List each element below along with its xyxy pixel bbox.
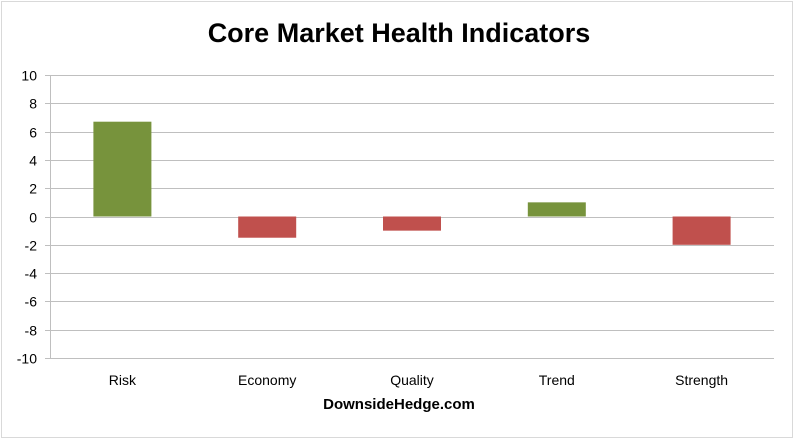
y-tick-label: -4 [25, 266, 38, 282]
x-tick-label: Risk [109, 372, 137, 388]
x-tick-label: Economy [238, 372, 296, 388]
y-axis-ticks: 10 8 6 4 2 0 -2 -4 -6 -8 -10 [17, 68, 37, 367]
x-tick-label: Trend [539, 372, 575, 388]
bar-trend [527, 202, 586, 217]
y-tick-label: 10 [21, 68, 37, 84]
bar-economy [238, 216, 297, 238]
y-tick-label: -10 [17, 351, 37, 367]
source-footer: DownsideHedge.com [323, 396, 475, 413]
x-axis-ticks: Risk Economy Quality Trend Strength [109, 372, 728, 388]
chart-title: Core Market Health Indicators [207, 18, 591, 48]
gridlines [45, 75, 774, 359]
y-tick-label: 0 [29, 210, 37, 226]
y-tick-label: -8 [25, 323, 38, 339]
bar-quality [383, 216, 441, 231]
x-tick-label: Strength [675, 372, 728, 388]
bar-risk [93, 121, 152, 217]
y-tick-label: 4 [29, 153, 37, 169]
y-tick-label: 6 [29, 125, 37, 141]
bar-strength [672, 216, 731, 245]
y-tick-label: 8 [29, 96, 37, 112]
bars [93, 121, 731, 245]
x-tick-label: Quality [390, 372, 434, 388]
y-tick-label: -2 [25, 238, 38, 254]
y-tick-label: -6 [25, 294, 38, 310]
y-tick-label: 2 [29, 181, 37, 197]
